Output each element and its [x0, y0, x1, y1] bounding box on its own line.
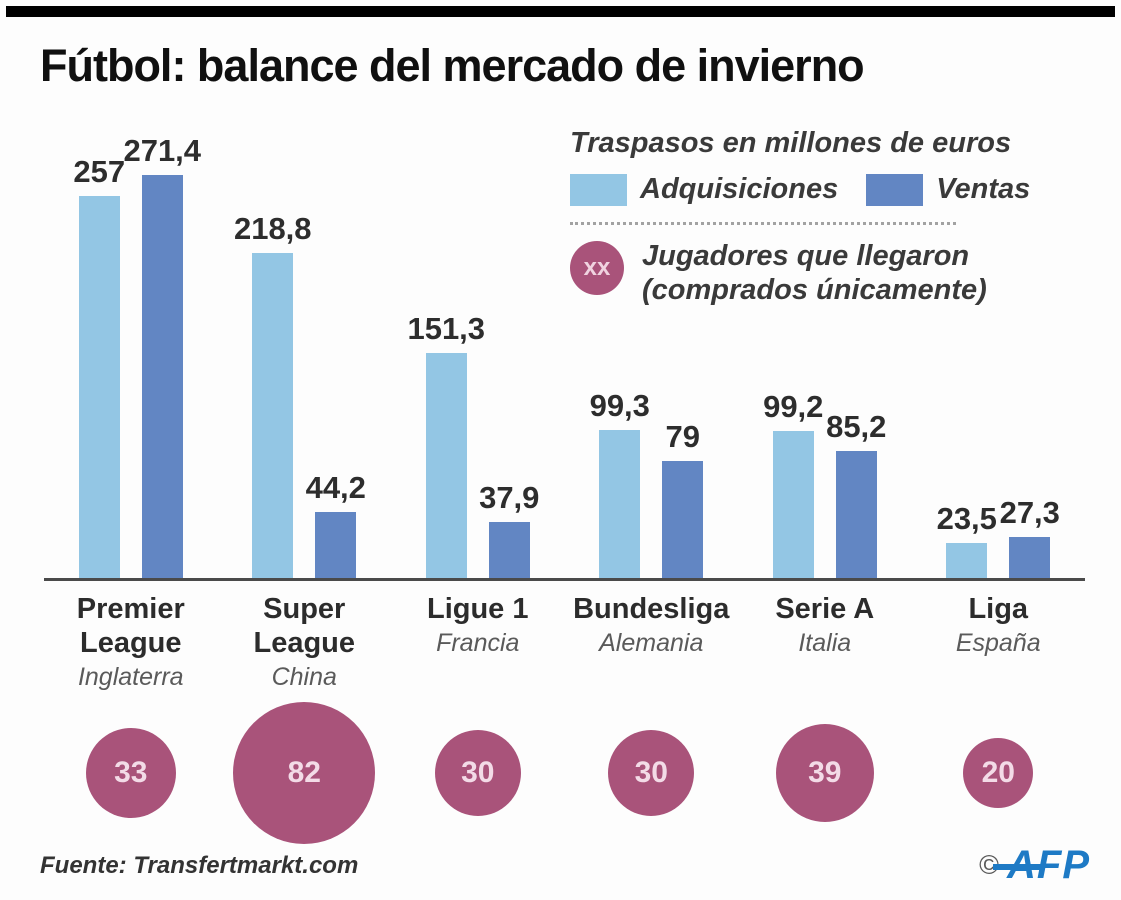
legend-units-label: Traspasos en millones de euros — [570, 127, 1012, 159]
legend: Traspasos en millones de euros Adquisici… — [570, 126, 1070, 307]
league-name: League — [253, 627, 356, 659]
bar-ventas — [315, 512, 357, 578]
league-country: Inglaterra — [77, 663, 184, 691]
top-rule — [6, 6, 1115, 17]
league-label: Liga España — [912, 592, 1086, 658]
bar-adquisiciones — [946, 543, 988, 578]
bar-ventas-value: 79 — [665, 419, 700, 454]
bar-adquisiciones — [772, 431, 814, 578]
league-label: Bundesliga Alemania — [565, 592, 739, 658]
league-name: League — [79, 627, 182, 659]
bar-adquisiciones-value: 257 — [73, 154, 126, 189]
bar-adquisiciones — [425, 353, 467, 578]
legend-players-row: xx Jugadores que llegaron (comprados úni… — [570, 239, 1070, 307]
source-note: Fuente: Transfertmarkt.com — [40, 852, 359, 879]
bar-ventas-value: 44,2 — [305, 470, 366, 505]
bar-ventas-value: 37,9 — [479, 480, 540, 515]
bar-adquisiciones-value: 99,2 — [763, 389, 824, 424]
afp-wordmark: AFP — [993, 843, 1090, 887]
league-country: España — [955, 629, 1041, 657]
league-name: Liga — [968, 593, 1029, 625]
league-label: Premier League Inglaterra — [44, 592, 218, 692]
bar-adquisiciones — [599, 430, 641, 578]
league-label: Ligue 1 Francia — [391, 592, 565, 658]
players-legend-line2: (comprados únicamente) — [642, 274, 987, 306]
league-label: Super League China — [218, 592, 392, 692]
legend-divider — [570, 222, 956, 225]
players-circle: 39 — [775, 724, 874, 822]
players-circle: 82 — [233, 702, 376, 844]
bar-adquisiciones — [252, 253, 294, 578]
legend-series-row: Adquisiciones Ventas — [570, 173, 1070, 206]
league-name: Ligue 1 — [426, 593, 529, 625]
bar-adquisiciones-value: 99,3 — [589, 388, 650, 423]
league-name: Premier — [76, 593, 185, 625]
league-country: China — [271, 663, 337, 691]
players-legend-circle: xx — [570, 241, 624, 295]
league-name: Super — [263, 593, 346, 625]
players-circle: 33 — [85, 728, 176, 818]
league-label: Serie A Italia — [738, 592, 912, 658]
bar-adquisiciones — [78, 196, 120, 578]
bar-ventas — [1009, 537, 1051, 578]
adquisiciones-swatch — [570, 173, 627, 206]
afp-logo: © AFP — [979, 845, 1090, 885]
league-country: Italia — [798, 629, 852, 657]
league-country: Francia — [436, 629, 520, 657]
bar-ventas — [662, 461, 704, 578]
league-name: Bundesliga — [573, 593, 730, 625]
bar-ventas — [835, 451, 877, 578]
players-legend-label: Jugadores que llegaron (comprados únicam… — [642, 239, 987, 307]
copyright-icon: © — [979, 849, 999, 880]
bar-ventas-value: 27,3 — [999, 495, 1060, 530]
adquisiciones-label: Adquisiciones — [640, 173, 839, 205]
bar-adquisiciones-value: 151,3 — [407, 311, 486, 346]
ventas-swatch — [866, 173, 924, 206]
bar-ventas — [141, 175, 183, 578]
bar-ventas — [488, 522, 530, 578]
players-legend-line1: Jugadores que llegaron — [642, 240, 970, 272]
bar-adquisiciones-value: 218,8 — [233, 211, 312, 246]
bar-ventas-value: 271,4 — [123, 133, 202, 168]
page-title: Fútbol: balance del mercado de invierno — [40, 40, 865, 91]
bar-adquisiciones-value: 23,5 — [936, 501, 997, 536]
league-name: Serie A — [775, 593, 875, 625]
ventas-label: Ventas — [936, 173, 1031, 205]
players-circle: 30 — [608, 730, 695, 816]
league-country: Alemania — [599, 629, 704, 657]
bar-ventas-value: 85,2 — [826, 409, 887, 444]
x-axis-line — [44, 578, 1085, 581]
players-circle: 30 — [434, 730, 521, 816]
players-circle: 20 — [963, 738, 1034, 808]
